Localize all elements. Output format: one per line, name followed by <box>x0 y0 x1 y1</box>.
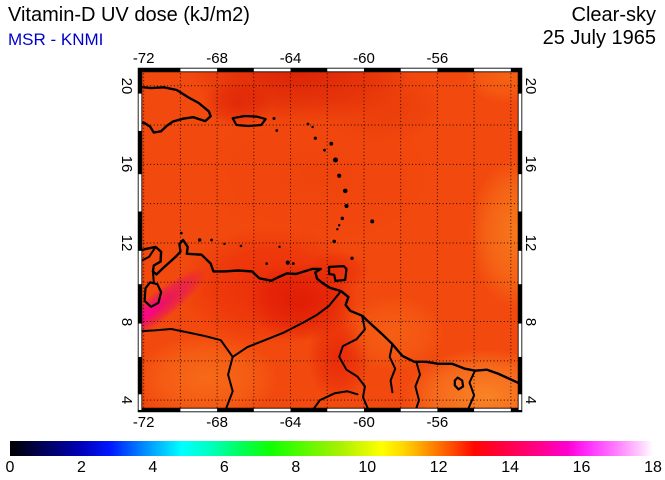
lon-tick-label-top: -56 <box>426 50 449 67</box>
source-label: MSR - KNMI <box>8 30 104 49</box>
colorbar-tick-label: 18 <box>644 459 662 476</box>
page-title: Vitamin-D UV dose (kJ/m2) <box>8 4 250 26</box>
lon-tick-label-bottom: -56 <box>426 414 449 431</box>
colorbar-tick-label: 14 <box>501 459 519 476</box>
lon-tick-label-top: -60 <box>353 50 375 67</box>
lat-tick-label-right: 8 <box>522 317 539 326</box>
lat-tick-label-left: 8 <box>118 317 135 326</box>
lat-tick-label-right: 20 <box>522 77 539 95</box>
colorbar-tick-label: 10 <box>358 459 377 476</box>
lat-tick-label-left: 20 <box>118 77 135 95</box>
date-label: 25 July 1965 <box>542 27 656 49</box>
lat-tick-label-left: 12 <box>118 234 135 252</box>
lon-tick-label-bottom: -72 <box>132 414 155 431</box>
map-plot <box>137 67 523 413</box>
lon-tick-label-bottom: -68 <box>206 414 228 431</box>
colorbar-tick-label: 8 <box>291 459 301 476</box>
colorbar-tick-label: 0 <box>5 459 15 476</box>
sky-condition-label: Clear-sky <box>571 4 656 26</box>
lat-tick-label-left: 16 <box>118 155 135 173</box>
lon-tick-label-top: -68 <box>206 50 228 67</box>
colorbar-tick-label: 4 <box>148 459 158 476</box>
lat-tick-label-right: 4 <box>522 396 539 405</box>
lat-tick-label-right: 16 <box>522 155 539 173</box>
colorbar-tick-label: 6 <box>219 459 229 476</box>
colorbar-tick-label: 12 <box>429 459 448 476</box>
lon-tick-label-top: -72 <box>132 50 155 67</box>
lon-tick-label-top: -64 <box>279 50 302 67</box>
lon-tick-label-bottom: -64 <box>279 414 302 431</box>
colorbar-tick-label: 2 <box>76 459 86 476</box>
lat-tick-label-left: 4 <box>118 396 135 405</box>
lon-tick-label-bottom: -60 <box>353 414 375 431</box>
colorbar <box>10 441 653 456</box>
colorbar-tick-label: 16 <box>572 459 591 476</box>
lat-tick-label-right: 12 <box>522 234 539 252</box>
